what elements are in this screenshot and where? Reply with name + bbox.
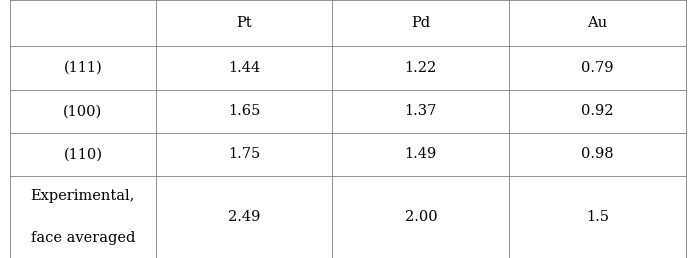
Text: 1.37: 1.37 — [404, 104, 437, 118]
Text: 2.00: 2.00 — [404, 210, 438, 224]
Text: (100): (100) — [63, 104, 103, 118]
Text: Experimental,

face averaged: Experimental, face averaged — [31, 189, 135, 245]
Text: 0.92: 0.92 — [582, 104, 614, 118]
Text: 1.22: 1.22 — [404, 61, 437, 75]
Text: Au: Au — [588, 16, 608, 30]
Text: 1.75: 1.75 — [228, 147, 260, 161]
Text: 0.79: 0.79 — [582, 61, 614, 75]
Text: (111): (111) — [63, 61, 102, 75]
Text: 2.49: 2.49 — [228, 210, 260, 224]
Text: 1.49: 1.49 — [404, 147, 437, 161]
Text: (110): (110) — [63, 147, 103, 161]
Text: Pd: Pd — [411, 16, 431, 30]
Text: 1.65: 1.65 — [228, 104, 260, 118]
Text: Pt: Pt — [236, 16, 251, 30]
Text: 0.98: 0.98 — [581, 147, 614, 161]
Text: 1.44: 1.44 — [228, 61, 260, 75]
Text: 1.5: 1.5 — [586, 210, 609, 224]
